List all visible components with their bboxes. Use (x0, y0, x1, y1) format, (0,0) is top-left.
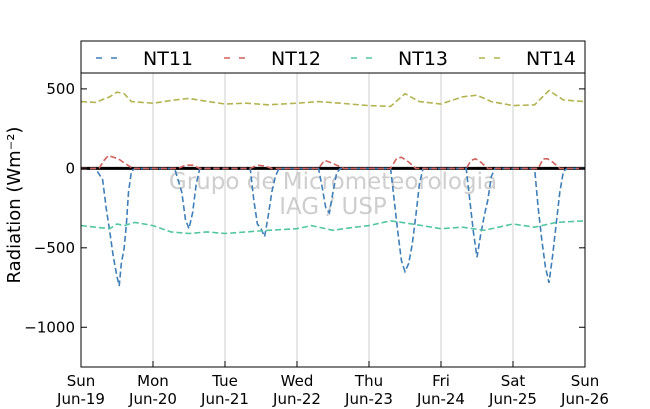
plot-frame (80, 40, 586, 368)
legend-label-nt14: NT14 (526, 48, 576, 70)
watermark-line-2: IAG / USP (279, 194, 387, 220)
series-nt12-line (81, 154, 585, 170)
x-tick-day-label: Mon (137, 372, 169, 390)
y-axis-label: Radiation (Wm⁻²) (4, 127, 25, 284)
x-tick-day-label: Tue (211, 372, 238, 390)
x-tick-date-label: Jun-20 (128, 390, 177, 408)
series-nt13-line (80, 219, 586, 235)
x-tick-date-label: Jun-22 (272, 390, 321, 408)
x-tick-date-label: Jun-25 (488, 390, 537, 408)
y-tick-label: −1000 (24, 318, 75, 336)
legend-label-nt13: NT13 (398, 48, 448, 70)
x-tick-date-label: Jun-24 (416, 390, 465, 408)
legend-label-nt11: NT11 (143, 48, 193, 70)
x-tick-day-label: Sun (571, 372, 600, 390)
x-tick-date-label: Jun-19 (56, 390, 105, 408)
x-tick-day-label: Fri (432, 372, 450, 390)
x-tick-day-label: Sat (501, 372, 526, 390)
y-tick-label: −500 (34, 239, 75, 257)
watermark-line-1: Grupo de Micrometeorologia (169, 169, 497, 195)
x-tick-day-label: Wed (281, 372, 314, 390)
y-axis-ticks: 500 0 −500 −1000 (24, 80, 585, 336)
x-tick-date-label: Jun-26 (560, 390, 609, 408)
y-tick-label: 500 (46, 80, 75, 98)
x-tick-date-label: Jun-23 (344, 390, 393, 408)
x-axis-ticks: SunJun-19MonJun-20TueJun-21WedJun-22ThuJ… (56, 361, 609, 408)
x-tick-date-label: Jun-21 (200, 390, 249, 408)
legend-label-nt12: NT12 (271, 48, 321, 70)
vertical-gridlines (152, 73, 514, 367)
x-tick-day-label: Sun (67, 372, 96, 390)
series-nt11-line (81, 167, 585, 287)
series-nt14-line (80, 89, 586, 108)
y-tick-label: 0 (65, 159, 75, 177)
x-tick-day-label: Thu (354, 372, 383, 390)
legend: NT11 NT12 NT13 NT14 (96, 48, 576, 70)
series-group (80, 89, 586, 287)
watermark: Grupo de Micrometeorologia IAG / USP (169, 169, 497, 220)
